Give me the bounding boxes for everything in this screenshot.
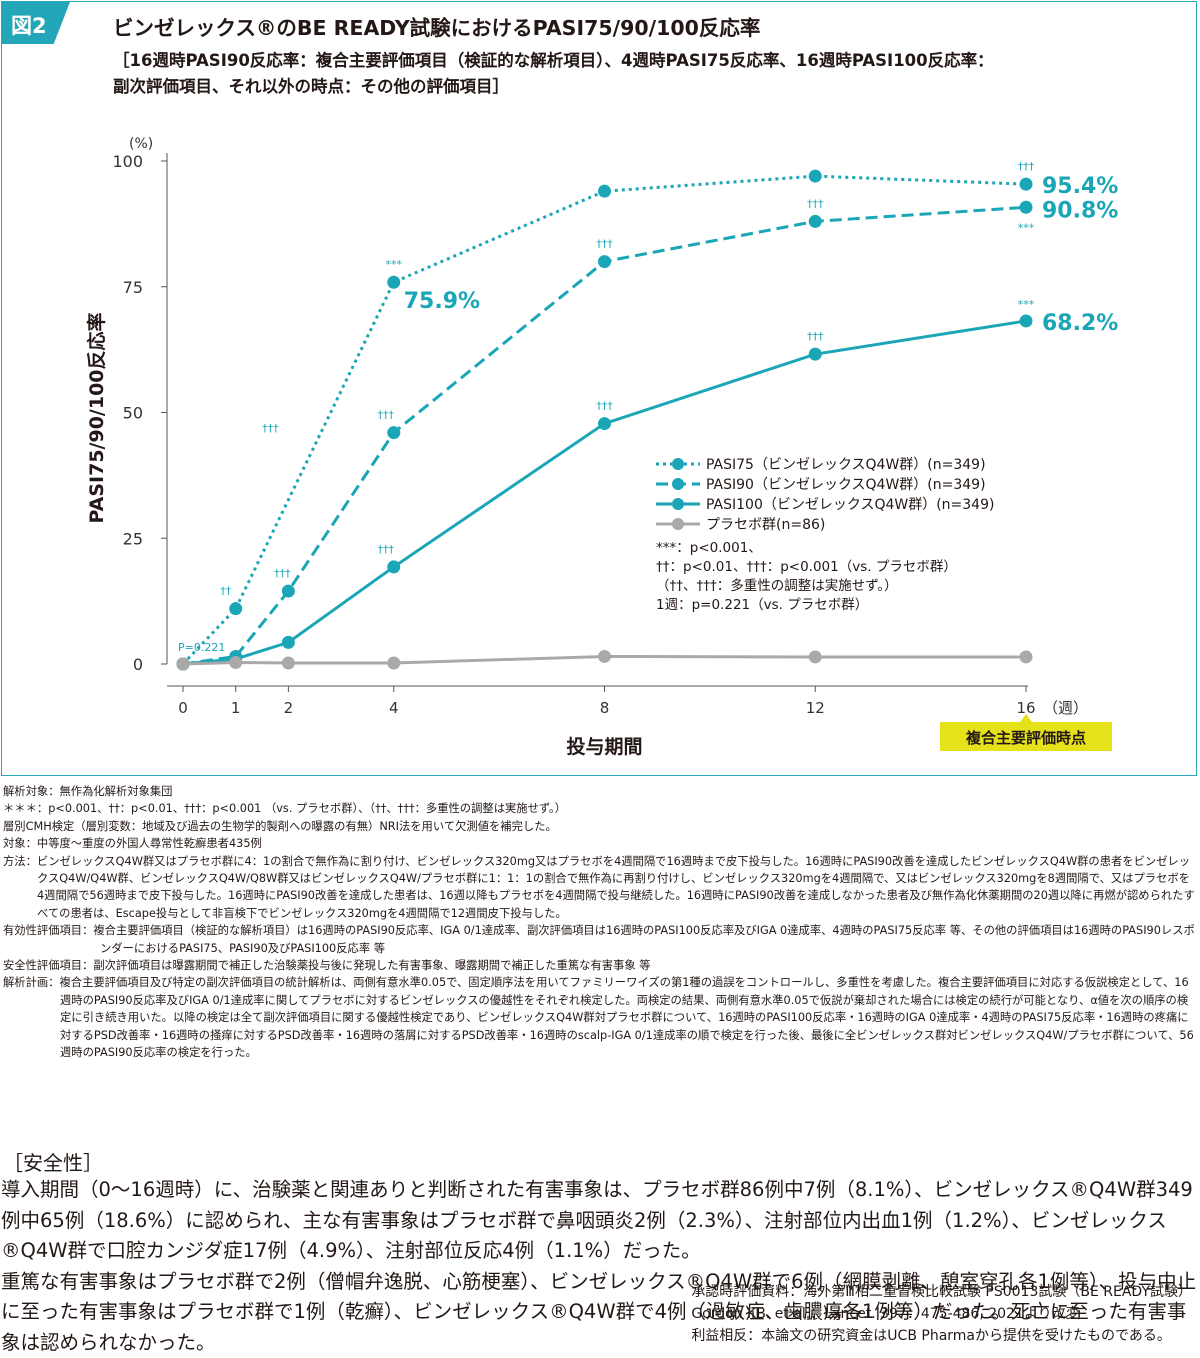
y-tick-label: 100	[112, 152, 143, 171]
data-point	[1020, 650, 1033, 663]
note-efficacy-endpoints: 有効性評価項目：複合主要評価項目（検証的な解析項目）は16週時のPASI90反応…	[3, 922, 1197, 957]
x-tick-label: 0	[178, 699, 188, 717]
legend-note: ***：p<0.001、	[656, 540, 762, 556]
significance-mark: ***	[1018, 221, 1035, 234]
study-notes: 解析対象：無作為化解析対象集団 ＊＊＊：p<0.001、††：p<0.01、††…	[3, 783, 1197, 1062]
reference-1: 承認時評価資料：海外第Ⅲ相二重盲検比較試験 PS0013試験（BE READY試…	[691, 1281, 1192, 1303]
note-safety-endpoints: 安全性評価項目：副次評価項目は曝露期間で補正した治験薬投与後に発現した有害事象、…	[3, 957, 1197, 974]
x-axis-label: 投与期間	[566, 735, 642, 758]
legend-note: ††：p<0.01、†††：p<0.001（vs. プラセボ群）	[656, 559, 957, 575]
legend-label: プラセボ群(n=86)	[706, 517, 825, 533]
data-point	[282, 585, 295, 598]
data-point	[387, 276, 400, 289]
data-point	[1020, 201, 1033, 214]
data-point	[282, 656, 295, 669]
data-point	[809, 348, 822, 361]
data-point	[387, 560, 400, 573]
legend-swatch-point	[672, 498, 684, 510]
significance-mark: †††	[1018, 160, 1035, 173]
series-line-2	[183, 207, 1026, 664]
references: 承認時評価資料：海外第Ⅲ相二重盲検比較試験 PS0013試験（BE READY試…	[691, 1281, 1192, 1347]
data-point	[809, 215, 822, 228]
x-axis-unit: （週）	[1043, 699, 1088, 717]
significance-mark: †††	[807, 330, 824, 343]
pasi75-week4-label: 75.9%	[404, 289, 480, 314]
significance-mark: †††	[378, 409, 395, 422]
y-tick-label: 25	[123, 529, 143, 548]
data-point	[387, 656, 400, 669]
p-value-annotation: P=0.221	[178, 641, 225, 654]
data-point	[229, 656, 242, 669]
data-point	[177, 658, 190, 671]
reference-2: Gordon KB. et al.：Lancet. 397：475-486, 2…	[691, 1303, 1192, 1325]
safety-heading: ［安全性］	[3, 1147, 103, 1176]
x-tick-label: 4	[389, 699, 399, 717]
data-point	[809, 170, 822, 183]
pasi90-week16-label: 90.8%	[1042, 198, 1118, 223]
legend-label: PASI75（ビンゼレックスQ4W群）(n=349)	[706, 457, 986, 473]
note-analysis-plan: 解析計画：複合主要評価項目及び特定の副次評価項目の統計解析は、両側有意水準0.0…	[3, 974, 1197, 1061]
data-point	[598, 650, 611, 663]
y-tick-label: 50	[123, 404, 143, 423]
legend-note: （††、†††：多重性の調整は実施せず。）	[656, 577, 898, 594]
reference-3: 利益相反：本論文の研究資金はUCB Pharmaから提供を受けたものである。	[691, 1325, 1192, 1347]
note-subjects: 対象：中等度～重度の外国人尋常性乾癬患者435例	[3, 835, 1197, 852]
note-statistical-test: 層別CMH検定（層別変数：地域及び過去の生物学的製剤への曝露の有無）NRI法を用…	[3, 818, 1197, 835]
note-significance: ＊＊＊：p<0.001、††：p<0.01、†††：p<0.001 （vs. プ…	[3, 800, 1197, 817]
significance-mark: †††	[378, 543, 395, 556]
primary-endpoint-label: 複合主要評価時点	[965, 729, 1086, 747]
legend-swatch-point	[672, 458, 684, 470]
y-axis-label: PASI75/90/100反応率	[85, 312, 108, 523]
pasi75-week16-label: 95.4%	[1042, 174, 1118, 199]
significance-mark: †††	[596, 400, 613, 413]
y-tick-label: 75	[123, 278, 143, 297]
data-point	[1020, 314, 1033, 327]
significance-mark: †††	[274, 567, 291, 580]
data-point	[282, 636, 295, 649]
x-tick-label: 1	[231, 699, 241, 717]
data-point	[809, 650, 822, 663]
data-point	[598, 185, 611, 198]
significance-mark: ***	[386, 258, 403, 271]
safety-paragraph-1: 導入期間（0～16週時）に、治験薬と関連ありと判断された有害事象は、プラセボ群8…	[1, 1175, 1199, 1267]
pasi100-week16-label: 68.2%	[1042, 311, 1118, 336]
y-tick-label: 0	[133, 655, 143, 674]
legend-note: 1週：p=0.221（vs. プラセボ群）	[656, 597, 868, 613]
x-tick-label: 8	[600, 699, 610, 717]
significance-mark: ††	[220, 585, 232, 598]
note-analysis-population: 解析対象：無作為化解析対象集団	[3, 783, 1197, 800]
legend-swatch-point	[672, 518, 684, 530]
significance-mark: ***	[1018, 298, 1035, 311]
significance-mark: †††	[262, 422, 279, 435]
data-point	[387, 426, 400, 439]
legend-label: PASI90（ビンゼレックスQ4W群）(n=349)	[706, 477, 986, 493]
data-point	[1020, 178, 1033, 191]
data-point	[229, 602, 242, 615]
data-point	[598, 255, 611, 268]
significance-mark: †††	[596, 238, 613, 251]
note-method: 方法：ビンゼレックスQ4W群又はプラセボ群に4：1の割合で無作為に割り付け、ビン…	[3, 853, 1197, 923]
x-tick-label: 12	[806, 699, 825, 717]
x-tick-label: 2	[284, 699, 294, 717]
data-point	[598, 417, 611, 430]
significance-mark: †††	[807, 197, 824, 210]
y-axis-unit: (%)	[129, 136, 153, 152]
legend-swatch-point	[672, 478, 684, 490]
legend-label: PASI100（ビンゼレックスQ4W群）(n=349)	[706, 497, 994, 513]
